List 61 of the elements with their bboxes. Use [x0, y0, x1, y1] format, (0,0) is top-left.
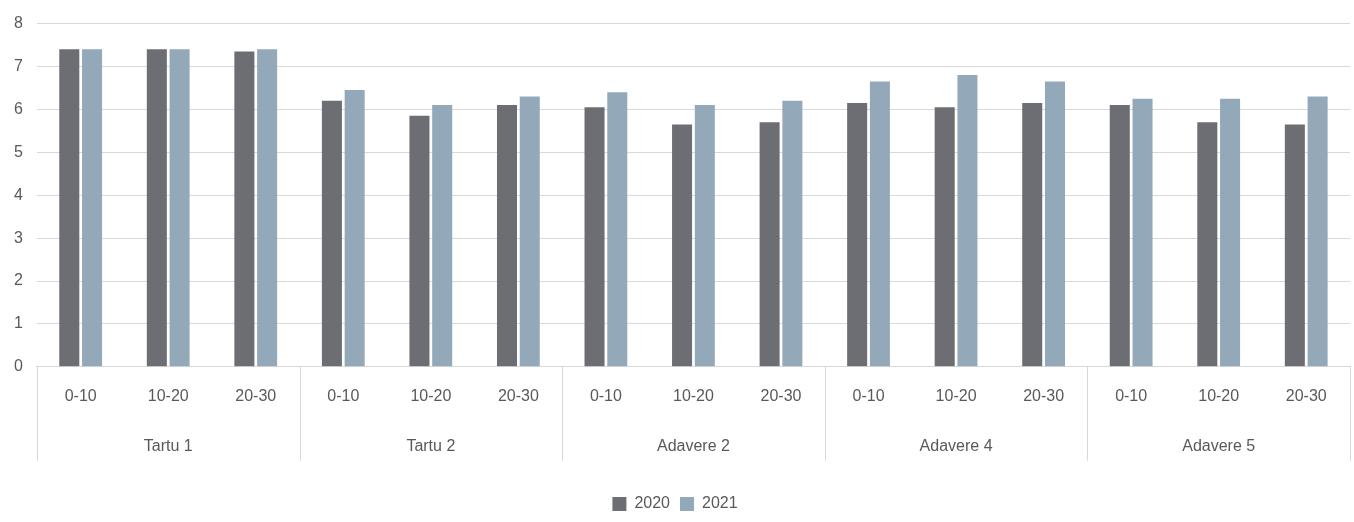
y-tick-label: 2 [13, 271, 23, 289]
text: Tartu 1 [143, 437, 193, 455]
legend-label: 2020 [634, 494, 671, 512]
x-tick-label: 0-10 [852, 386, 885, 404]
bar [257, 49, 278, 367]
text: Adavere 5 [1182, 437, 1256, 455]
bar [1109, 105, 1130, 367]
y-tick-label: 0 [13, 357, 23, 375]
bar [496, 105, 517, 367]
x-tick-label: 20-30 [760, 386, 802, 404]
bar [1044, 81, 1065, 367]
x-tick-label: 0-10 [327, 386, 360, 404]
bar [1022, 102, 1043, 367]
x-tick-label: 20-30 [235, 386, 277, 404]
bar [169, 49, 190, 367]
y-tick-label: 8 [13, 14, 23, 32]
x-tick-label: 20-30 [497, 386, 539, 404]
bar [584, 107, 605, 367]
bar [1284, 124, 1305, 367]
bar [146, 49, 167, 367]
x-tick-label: 10-20 [1198, 386, 1240, 404]
x-tick-label: 0-10 [1115, 386, 1148, 404]
legend-label: 2021 [702, 494, 738, 512]
bar [409, 115, 430, 367]
bar [847, 102, 868, 367]
bar [869, 81, 890, 367]
x-tick-label: 0-10 [64, 386, 97, 404]
bar [432, 105, 453, 367]
text: Adavere 2 [656, 437, 731, 455]
y-tick-label: 4 [13, 185, 23, 203]
bar [519, 96, 540, 367]
bar [234, 51, 255, 367]
bar [1197, 122, 1218, 367]
x-tick-label: 20-30 [1023, 386, 1065, 404]
y-tick-label: 3 [13, 228, 23, 246]
x-tick-label: 10-20 [672, 386, 715, 404]
bar [344, 90, 365, 367]
x-tick-label: 10-20 [935, 386, 977, 404]
bar [672, 124, 693, 367]
x-tick-label: 10-20 [147, 386, 189, 404]
y-tick-label: 5 [13, 142, 23, 160]
x-tick-label: 20-30 [1285, 386, 1327, 404]
bar [1307, 96, 1328, 367]
x-tick-label: 0-10 [589, 386, 623, 404]
x-tick-label: 10-20 [410, 386, 452, 404]
bar [759, 122, 780, 367]
bar [59, 49, 80, 367]
y-tick-label: 7 [13, 56, 23, 74]
bar [934, 107, 955, 367]
text: Tartu 2 [406, 437, 456, 455]
bar [607, 92, 628, 367]
bar [1220, 98, 1241, 367]
bar [321, 100, 342, 367]
y-tick-label: 6 [13, 99, 23, 117]
bar [1132, 98, 1153, 367]
bar [82, 49, 103, 367]
bar [694, 105, 715, 367]
bar [957, 75, 978, 367]
text: Adavere 4 [919, 437, 993, 455]
y-tick-label: 1 [13, 314, 23, 332]
bar [782, 100, 803, 367]
